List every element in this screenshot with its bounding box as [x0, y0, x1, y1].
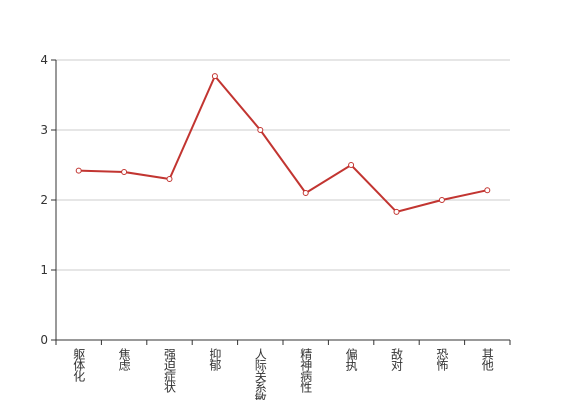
point [348, 162, 355, 168]
y-tick-label: 0 [40, 333, 48, 347]
point [302, 190, 309, 196]
x-tick-label: 其他 [480, 348, 494, 371]
line [78, 74, 488, 214]
y-tick-label: 3 [40, 123, 48, 137]
x-tick-label: 人际关系敏感 [253, 348, 267, 400]
point [438, 197, 445, 203]
point [484, 187, 491, 194]
point [393, 208, 400, 215]
point [211, 73, 218, 80]
x-tick-label: 精神病性 [299, 348, 313, 394]
x-tick-label: 恐怖 [435, 348, 449, 371]
point [121, 169, 128, 175]
x-tick-label: 强迫症状 [163, 348, 177, 393]
x-tick-label: 偏执 [344, 347, 358, 372]
y-tick-label: 4 [40, 53, 48, 67]
y-tick-label: 1 [40, 263, 48, 277]
y-tick-label: 2 [40, 193, 48, 207]
x-tick-label: 躯体化 [72, 347, 86, 383]
x-tick-label: 抑郁 [208, 347, 222, 372]
point [257, 127, 264, 133]
x-tick-label: 焦虑 [117, 348, 131, 371]
point [75, 167, 82, 174]
point [166, 176, 173, 182]
x-tick-label: 敌对 [390, 347, 404, 371]
